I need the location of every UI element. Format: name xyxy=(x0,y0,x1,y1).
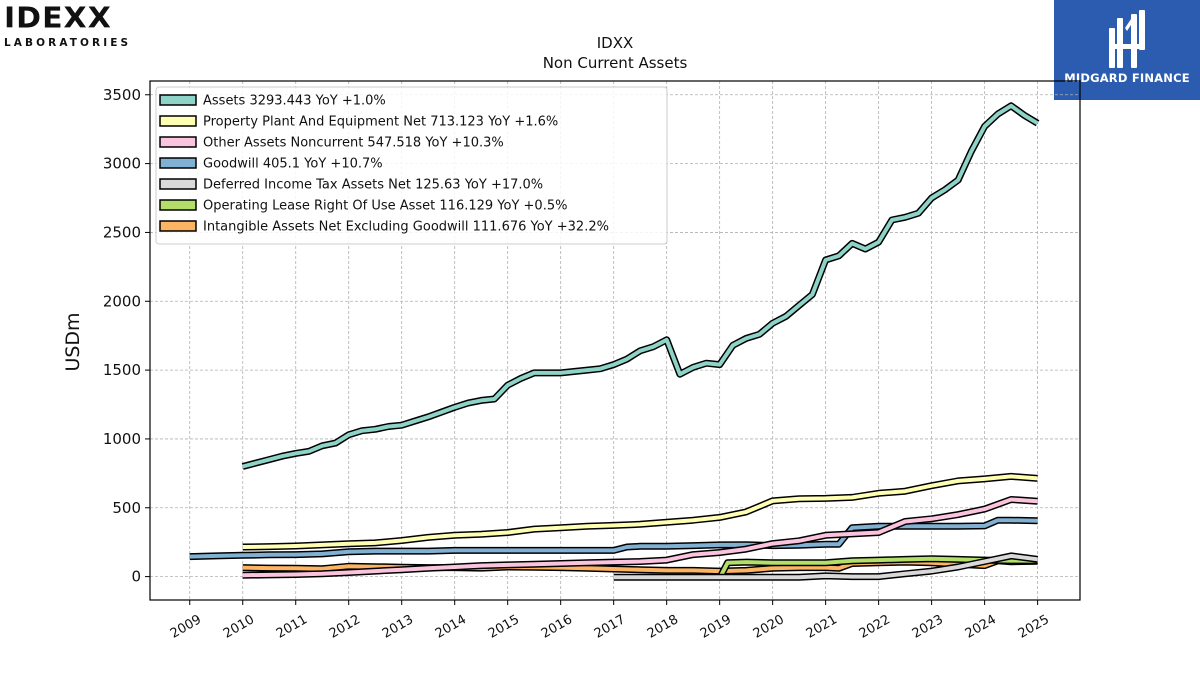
x-tick-label: 2018 xyxy=(645,612,681,642)
legend-label: Operating Lease Right Of Use Asset 116.1… xyxy=(203,199,567,214)
midgard-brand-text: MIDGARD FINANCE xyxy=(1064,71,1190,85)
x-tick-label: 2024 xyxy=(963,612,999,642)
legend: Assets 3293.443 YoY +1.0% Property Plant … xyxy=(155,86,668,245)
series-line xyxy=(613,553,1038,580)
x-tick-label: 2009 xyxy=(168,612,204,642)
legend-swatch xyxy=(159,136,197,148)
x-tick-label: 2010 xyxy=(221,612,257,642)
plot-frame xyxy=(149,80,1081,601)
y-tick-label: 0 xyxy=(131,568,141,586)
series-other-assets-noncurrent xyxy=(242,496,1038,579)
y-tick-label: 1500 xyxy=(103,361,141,379)
idexx-logo: IDEXX LABORATORIES xyxy=(4,4,154,50)
x-tick-label: 2020 xyxy=(751,612,787,642)
x-tick-label: 2011 xyxy=(274,612,310,642)
legend-item: Intangible Assets Net Excluding Goodwill… xyxy=(159,220,609,235)
legend-swatch xyxy=(159,220,197,232)
y-axis-label: USDm xyxy=(62,312,84,371)
legend-item: Goodwill 405.1 YoY +10.7% xyxy=(159,157,383,172)
y-tick-label: 3000 xyxy=(103,155,141,173)
series-intangible-assets-net-excluding-goodwill xyxy=(242,557,1038,575)
legend-label: Intangible Assets Net Excluding Goodwill… xyxy=(203,220,609,235)
series-line xyxy=(242,497,1038,578)
legend-label: Assets 3293.443 YoY +1.0% xyxy=(203,94,386,109)
legend-item: Other Assets Noncurrent 547.518 YoY +10.… xyxy=(159,136,504,151)
series-line xyxy=(242,558,1038,574)
legend-swatch xyxy=(159,94,197,106)
x-tick-label: 2012 xyxy=(327,612,363,642)
y-tick-label: 2500 xyxy=(103,223,141,241)
legend-item: Operating Lease Right Of Use Asset 116.1… xyxy=(159,199,567,214)
legend-item: Assets 3293.443 YoY +1.0% xyxy=(159,94,386,109)
legend-label: Deferred Income Tax Assets Net 125.63 Yo… xyxy=(203,178,543,193)
y-tick-label: 1000 xyxy=(103,430,141,448)
series-deferred-income-tax-assets-net xyxy=(613,552,1039,581)
legend-box xyxy=(155,86,668,245)
x-tick-label: 2019 xyxy=(698,612,734,642)
legend-item: Deferred Income Tax Assets Net 125.63 Yo… xyxy=(159,178,543,193)
x-tick-label: 2015 xyxy=(486,612,522,642)
y-tick-label: 3500 xyxy=(103,86,141,104)
series-line xyxy=(242,103,1039,469)
idexx-logo-subtitle: LABORATORIES xyxy=(4,37,132,49)
chart-title: IDXX xyxy=(597,34,634,52)
x-tick-label: 2022 xyxy=(857,612,893,642)
x-tick-label: 2025 xyxy=(1016,612,1052,642)
midgard-finance-logo: MIDGARD FINANCE xyxy=(1054,0,1200,100)
series-goodwill xyxy=(189,516,1038,561)
y-tick-label: 2000 xyxy=(103,292,141,310)
midgard-emblem-icon xyxy=(1109,10,1145,68)
y-tick-label: 500 xyxy=(112,499,141,517)
legend-label: Goodwill 405.1 YoY +10.7% xyxy=(203,157,383,172)
legend-label: Property Plant And Equipment Net 713.123… xyxy=(203,115,558,130)
x-tick-label: 2023 xyxy=(910,612,946,642)
x-tick-label: 2016 xyxy=(539,612,575,642)
legend-swatch xyxy=(159,178,197,190)
y-axis: 0 500 1000 1500 2000 2500 3000 3500 xyxy=(103,86,150,586)
legend-item: Property Plant And Equipment Net 713.123… xyxy=(159,115,558,130)
legend-swatch xyxy=(159,199,197,211)
x-tick-label: 2017 xyxy=(592,612,628,642)
series-layer xyxy=(189,102,1040,581)
series-line xyxy=(242,474,1038,549)
legend-label: Other Assets Noncurrent 547.518 YoY +10.… xyxy=(203,136,504,151)
series-assets xyxy=(241,102,1040,470)
legend-swatch xyxy=(159,115,197,127)
x-axis: 2009 2010 2011 2012 2013 2014 2015 2016 2017 2018… xyxy=(168,600,1052,642)
series-property-plant-and-equipment-net xyxy=(242,472,1038,551)
series-line xyxy=(189,518,1038,559)
x-tick-label: 2014 xyxy=(433,612,469,642)
x-tick-label: 2013 xyxy=(380,612,416,642)
chart-subtitle: Non Current Assets xyxy=(543,54,688,72)
legend-swatch xyxy=(159,157,197,169)
x-tick-label: 2021 xyxy=(804,612,840,642)
idexx-logo-wordmark: IDEXX xyxy=(4,1,112,36)
